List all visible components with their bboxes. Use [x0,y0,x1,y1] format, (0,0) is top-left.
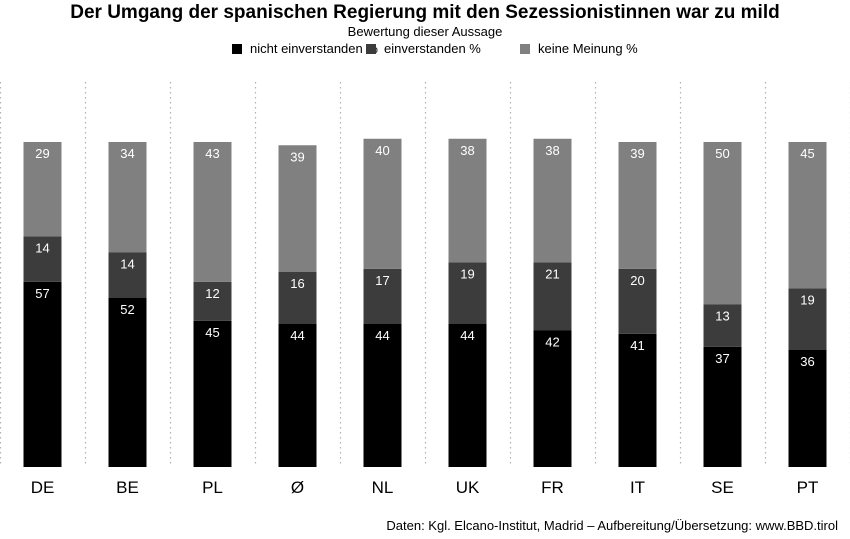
data-label: 38 [545,143,559,158]
legend-item-keine-meinung: keine Meinung % [520,41,638,56]
data-label: 44 [290,328,304,343]
bar-segment [193,281,232,321]
bar-segment [703,304,742,347]
bar-segment [363,268,402,324]
data-label: 16 [290,276,304,291]
data-label: 29 [35,146,49,161]
bar-segment [278,324,317,467]
legend-item-nicht-einverstanden: nicht einverstanden % [232,41,378,56]
data-label: 17 [375,273,389,288]
data-label: 34 [120,146,134,161]
bar-segment [788,288,827,350]
bar-segment [108,142,147,253]
data-label: 45 [205,325,219,340]
bar-segment [703,346,742,467]
data-label: 44 [375,328,389,343]
data-label: 14 [35,240,49,255]
data-label: 12 [205,286,219,301]
category-label: DE [31,478,55,497]
category-label: Ø [291,478,304,497]
data-label: 38 [460,143,474,158]
bar-segment [108,298,147,467]
data-label: 42 [545,335,559,350]
category-label: IT [630,478,645,497]
legend-swatch [366,43,376,54]
bar-segment [618,333,657,467]
category-label: BE [116,478,139,497]
legend-item-einverstanden: einverstanden % [366,41,481,56]
bar-segment [108,252,147,298]
bar-segment [448,262,487,324]
bar-segment [278,145,317,272]
bar-segment [193,320,232,467]
data-label: 40 [375,143,389,158]
bar-segment [23,281,62,467]
bar-segment [618,268,657,334]
data-label: 19 [460,266,474,281]
bar-segment [193,142,232,282]
category-label: PT [797,478,819,497]
bar-segment [278,272,317,324]
bar-segment [448,138,487,263]
bar-segment [703,142,742,305]
legend-swatch [232,43,242,54]
legend-label: nicht einverstanden % [250,41,378,56]
data-label: 13 [715,309,729,324]
data-label: 36 [800,354,814,369]
data-label: 57 [35,286,49,301]
legend-label: einverstanden % [384,41,481,56]
data-label: 50 [715,146,729,161]
data-label: 41 [630,338,644,353]
category-label: UK [456,478,480,497]
bar-segment [363,324,402,467]
bar-segment [533,138,572,263]
legend: nicht einverstanden % einverstanden % ke… [0,41,850,57]
data-label: 39 [630,146,644,161]
data-label: 39 [290,149,304,164]
source-note: Daten: Kgl. Elcano-Institut, Madrid – Au… [386,518,838,533]
data-label: 19 [800,292,814,307]
data-label: 44 [460,328,474,343]
bar-segment [23,142,62,237]
data-label: 37 [715,351,729,366]
legend-label: keine Meinung % [538,41,638,56]
category-label: NL [372,478,394,497]
bar-segment [363,138,402,269]
data-label: 20 [630,273,644,288]
bar-segment [788,350,827,467]
bar-segment [788,142,827,289]
chart-title: Der Umgang der spanischen Regierung mit … [70,2,780,23]
data-label: 43 [205,146,219,161]
bar-segment [618,142,657,269]
data-label: 45 [800,146,814,161]
chart-subtitle: Bewertung dieser Aussage [347,24,503,39]
bar-segment [448,324,487,467]
bar-segment [23,236,62,282]
category-label: FR [541,478,564,497]
data-label: 21 [545,266,559,281]
data-label: 14 [120,257,134,272]
data-label: 52 [120,302,134,317]
bar-segment [533,330,572,467]
category-label: PL [202,478,223,497]
category-label: SE [711,478,734,497]
bar-segment [533,262,572,331]
legend-swatch [520,43,530,54]
